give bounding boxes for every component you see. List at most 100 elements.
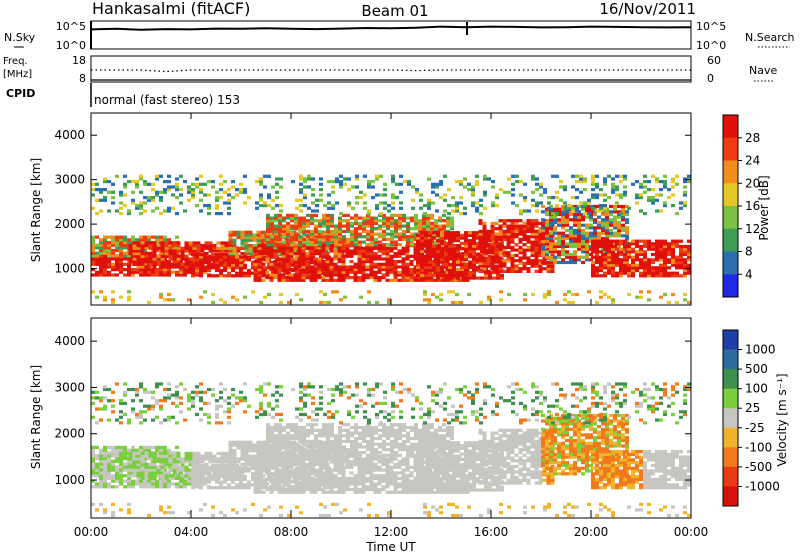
data-cell	[227, 274, 231, 278]
data-cell	[518, 259, 523, 263]
data-cell	[199, 295, 203, 299]
data-cell	[273, 270, 278, 274]
data-cell	[366, 235, 370, 239]
data-cell	[498, 261, 503, 265]
data-cell	[522, 221, 527, 225]
data-cell	[299, 268, 303, 273]
data-cell	[175, 182, 179, 186]
data-cell	[310, 221, 314, 225]
data-cell	[168, 476, 173, 480]
data-cell	[427, 206, 431, 210]
data-cell	[199, 174, 203, 178]
data-cell	[95, 482, 99, 486]
y-tick-label: 1000	[54, 262, 85, 276]
data-cell	[423, 292, 427, 297]
data-cell	[591, 268, 595, 273]
data-cell	[362, 221, 366, 225]
data-cell	[369, 262, 374, 266]
data-cell	[479, 198, 483, 202]
data-cell	[522, 248, 527, 252]
data-cell	[91, 238, 95, 242]
data-cell	[257, 273, 262, 277]
data-cell	[687, 174, 691, 178]
data-cell	[320, 241, 325, 245]
data-cell	[156, 257, 161, 261]
data-cell	[581, 234, 585, 238]
data-cell	[611, 250, 615, 254]
data-cell	[353, 270, 358, 274]
data-cell	[595, 244, 599, 249]
data-cell	[257, 244, 262, 248]
data-cell	[184, 260, 189, 264]
data-cell	[546, 264, 551, 268]
data-cell	[468, 271, 472, 275]
data-cell	[565, 218, 569, 222]
data-cell	[363, 206, 367, 210]
data-cell	[468, 252, 472, 256]
data-cell	[215, 477, 219, 481]
data-cell	[151, 262, 155, 266]
data-cell	[272, 451, 277, 455]
data-cell	[103, 235, 107, 239]
data-cell	[235, 188, 239, 192]
data-cell	[111, 240, 115, 245]
data-cell	[683, 271, 687, 275]
data-cell	[259, 204, 263, 208]
data-cell	[490, 261, 495, 265]
data-cell	[107, 482, 111, 486]
data-cell	[591, 274, 595, 278]
data-cell	[591, 196, 595, 200]
data-cell	[107, 190, 111, 194]
data-cell	[172, 471, 177, 475]
data-cell	[151, 182, 155, 186]
data-cell	[631, 274, 635, 278]
data-cell	[184, 265, 189, 269]
data-cell	[195, 260, 199, 265]
data-cell	[416, 273, 420, 277]
data-cell	[538, 229, 543, 233]
data-cell	[235, 258, 239, 262]
data-cell	[472, 255, 476, 259]
data-cell	[613, 223, 617, 227]
data-cell	[506, 229, 511, 233]
data-cell	[382, 235, 386, 239]
data-cell	[179, 174, 183, 178]
data-cell	[103, 451, 107, 455]
data-cell	[593, 220, 597, 225]
data-cell	[147, 270, 151, 274]
data-cell	[398, 216, 402, 220]
data-cell	[228, 233, 233, 237]
data-cell	[151, 474, 155, 478]
data-cell	[623, 244, 627, 249]
data-cell	[143, 209, 147, 213]
data-cell	[410, 219, 414, 223]
data-cell	[287, 486, 291, 490]
data-cell	[232, 254, 237, 258]
data-cell	[361, 249, 366, 253]
data-cell	[478, 237, 483, 241]
data-cell	[595, 193, 599, 197]
data-cell	[272, 457, 277, 461]
data-cell	[346, 221, 350, 225]
data-cell	[619, 258, 623, 262]
data-cell	[156, 465, 161, 469]
data-cell	[635, 201, 639, 205]
data-cell	[223, 180, 227, 184]
data-cell	[318, 235, 322, 239]
data-cell	[131, 180, 135, 184]
data-cell	[613, 215, 617, 219]
data-cell	[192, 454, 197, 458]
data-cell	[168, 262, 173, 266]
data-cell	[99, 254, 103, 258]
data-cell	[184, 244, 189, 248]
data-cell	[155, 235, 159, 239]
data-cell	[631, 266, 635, 270]
colorbar-tick-label: 24	[745, 154, 760, 168]
data-cell	[472, 260, 476, 264]
data-cell	[593, 218, 597, 222]
data-cell	[687, 255, 691, 259]
data-cell	[398, 224, 402, 228]
data-cell	[107, 456, 111, 461]
data-cell	[247, 255, 251, 259]
